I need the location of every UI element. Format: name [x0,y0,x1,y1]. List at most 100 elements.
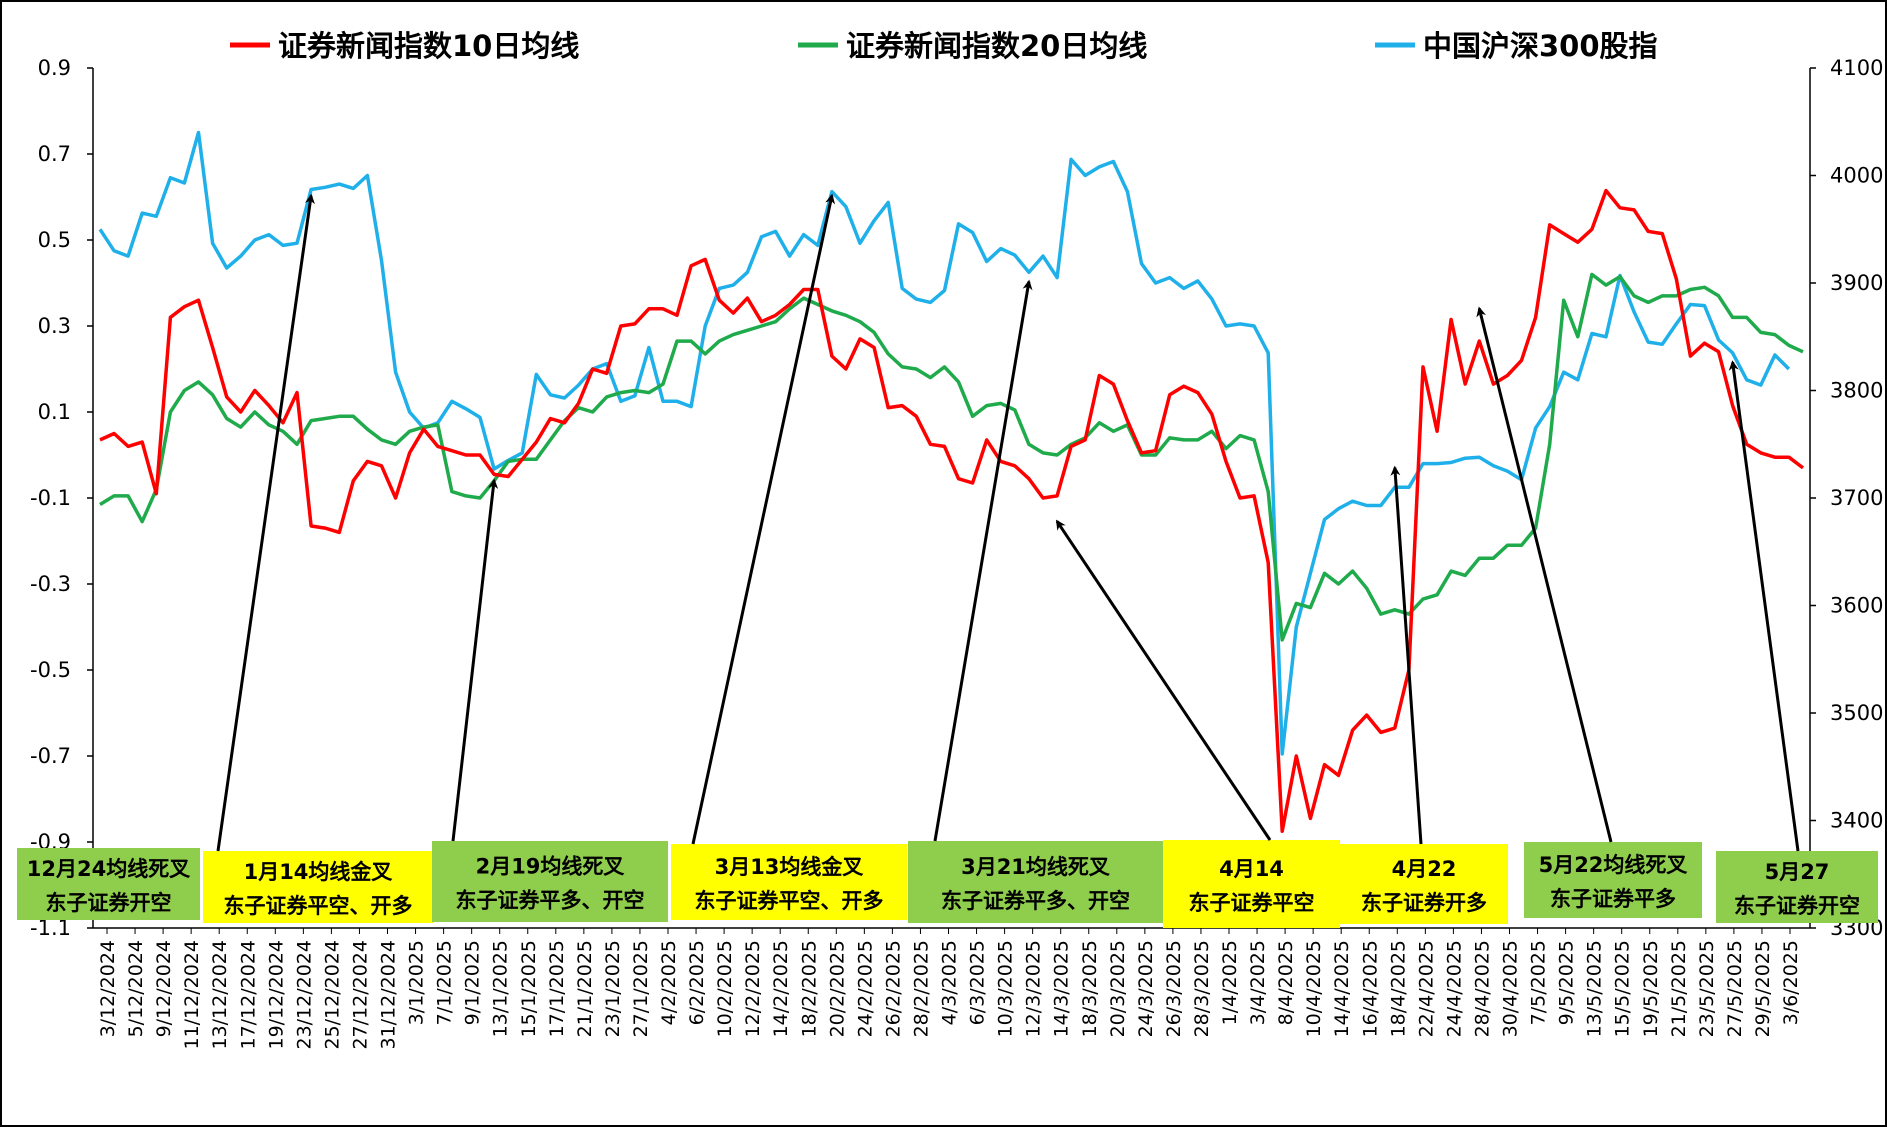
annotation-line1: 4月14 [1219,857,1284,881]
x-tick-label: 10/2/2025 [714,940,736,1037]
x-tick-label: 28/3/2025 [1191,940,1213,1037]
annotation-arrow [1055,519,1272,841]
x-tick-label: 5/12/2024 [125,940,147,1037]
annotation-arrow [1728,360,1800,852]
x-tick-label: 3/6/2025 [1780,940,1802,1025]
annotation-line2: 东子证券平多、开空 [456,889,645,913]
right-tick-label: 3500 [1830,701,1883,725]
x-tick-label: 20/2/2025 [826,940,848,1037]
annotation-line1: 3月21均线死叉 [961,855,1111,879]
x-tick-label: 31/12/2024 [378,940,400,1050]
x-tick-label: 12/2/2025 [742,940,764,1037]
x-tick-label: 13/1/2025 [490,940,512,1037]
x-tick-label: 3/1/2025 [406,940,428,1025]
left-tick-label: 0.5 [38,228,71,252]
x-tick-label: 26/2/2025 [882,940,904,1037]
x-tick-label: 19/12/2024 [265,940,287,1050]
x-tick-label: 12/3/2025 [1023,940,1045,1037]
right-tick-label: 3600 [1830,594,1883,618]
right-tick-label: 3700 [1830,486,1883,510]
right-tick-label: 3400 [1830,809,1883,833]
annotation-arrow [216,193,315,852]
x-tick-label: 1/4/2025 [1219,940,1241,1025]
x-tick-label: 30/4/2025 [1500,940,1522,1037]
x-tick-label: 18/2/2025 [798,940,820,1037]
legend-label-ma20: 证券新闻指数20日均线 [846,29,1147,63]
right-tick-label: 3900 [1830,271,1883,295]
annotation-line2: 东子证券开空 [46,891,172,915]
x-tick-label: 9/1/2025 [462,940,484,1025]
x-tick-label: 18/4/2025 [1387,940,1409,1037]
annotation-line1: 5月22均线死叉 [1539,853,1689,877]
x-tick-label: 13/5/2025 [1584,940,1606,1037]
x-tick-label: 4/3/2025 [939,940,961,1025]
annotation-box [1524,842,1702,918]
left-tick-label: 0.1 [38,400,71,424]
legend-label-ma10: 证券新闻指数10日均线 [278,29,579,63]
series-line-2 [98,130,1791,756]
annotation-arrow [451,478,499,842]
x-tick-label: 17/12/2024 [237,940,259,1050]
x-tick-label: 23/5/2025 [1696,940,1718,1037]
x-tick-label: 13/12/2024 [209,940,231,1050]
annotation-arrow [1390,465,1423,845]
x-tick-label: 7/5/2025 [1528,940,1550,1025]
x-tick-label: 15/5/2025 [1612,940,1634,1037]
annotation-line1: 2月19均线死叉 [476,855,626,879]
x-tick-label: 11/12/2024 [181,940,203,1050]
x-tick-label: 19/5/2025 [1640,940,1662,1037]
x-tick-label: 9/5/2025 [1556,940,1578,1025]
x-tick-label: 6/3/2025 [967,940,989,1025]
annotation-box [17,848,200,920]
legend-label-hs300: 中国沪深300股指 [1423,29,1658,63]
x-tick-label: 21/1/2025 [574,940,596,1037]
series-line-1 [99,272,1804,642]
annotation-arrow [691,193,836,845]
x-tick-label: 18/3/2025 [1079,940,1101,1037]
annotation-line1: 4月22 [1392,857,1457,881]
annotation-line1: 12月24均线死叉 [27,857,191,881]
annotation-arrow [933,279,1033,842]
legend: 证券新闻指数10日均线 证券新闻指数20日均线 中国沪深300股指 [230,29,1658,63]
annotation-box [1340,844,1508,924]
series-layer [98,130,1805,834]
annotation-box [908,841,1163,923]
annotation-line2: 东子证券开多 [1361,891,1487,915]
left-tick-label: 0.3 [38,314,71,338]
x-ticks: 3/12/2024 5/12/2024 9/12/2024 11/12/2024 13/… [97,928,1802,1050]
x-tick-label: 27/1/2025 [630,940,652,1037]
left-tick-label: -0.5 [30,658,71,682]
series-line-0 [99,188,1805,834]
right-tick-label: 4100 [1830,56,1883,80]
x-tick-label: 24/3/2025 [1135,940,1157,1037]
annotation-line2: 东子证券平空、开多 [695,889,884,913]
left-tick-label: 0.7 [38,142,71,166]
x-tick-label: 23/1/2025 [602,940,624,1037]
right-tick-label: 4000 [1830,164,1883,188]
x-tick-label: 15/1/2025 [518,940,540,1037]
annotation-box [203,851,433,923]
annotation-line2: 东子证券平多 [1550,887,1676,911]
x-tick-label: 7/1/2025 [434,940,456,1025]
x-tick-label: 23/12/2024 [293,940,315,1050]
x-tick-label: 17/1/2025 [546,940,568,1037]
annotation-box [671,844,907,920]
x-tick-label: 26/3/2025 [1163,940,1185,1037]
annotation-line2: 东子证券平空、开多 [224,894,413,918]
x-tick-label: 14/3/2025 [1051,940,1073,1037]
x-tick-label: 24/2/2025 [854,940,876,1037]
x-tick-label: 27/5/2025 [1724,940,1746,1037]
x-tick-label: 25/12/2024 [321,940,343,1050]
x-tick-label: 6/2/2025 [686,940,708,1025]
x-tick-label: 22/4/2025 [1415,940,1437,1037]
x-tick-label: 10/4/2025 [1303,940,1325,1037]
annotation-line2: 东子证券平空 [1189,891,1315,915]
x-tick-label: 20/3/2025 [1107,940,1129,1037]
annotation-line1: 5月27 [1765,860,1830,884]
x-tick-label: 27/12/2024 [349,940,371,1050]
annotation-box [1716,851,1878,923]
left-tick-label: 0.9 [38,56,71,80]
